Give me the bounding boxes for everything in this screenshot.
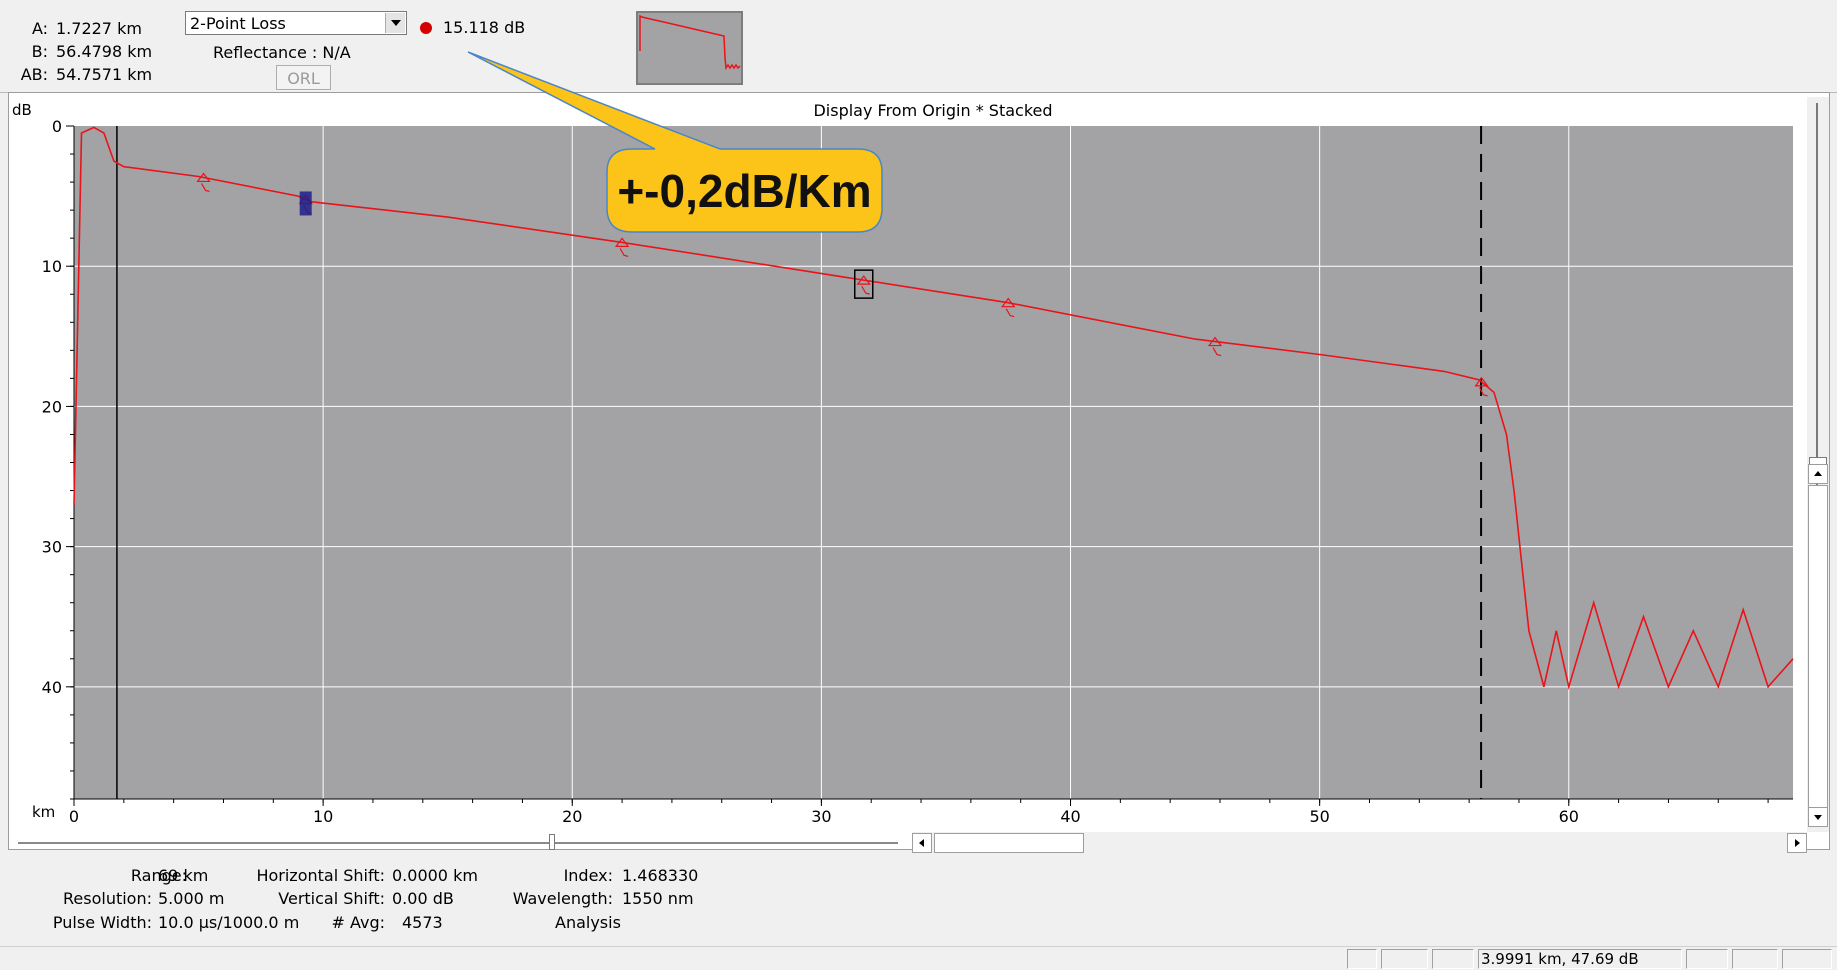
pulse-width-label: Pulse Width: <box>52 913 152 932</box>
event-marker <box>856 275 871 285</box>
horizontal-scroll-thumb[interactable] <box>934 833 1084 853</box>
vertical-shift-value: 0.00 dB <box>392 889 454 908</box>
event-marker <box>1207 336 1223 347</box>
callout-bubble <box>467 51 883 233</box>
cursor-coordinates: 3.9991 km, 47.69 dB <box>1478 949 1682 969</box>
wavelength-label: Wavelength: <box>512 889 613 908</box>
event-highlight-box <box>853 269 874 299</box>
scroll-down-button[interactable] <box>1808 807 1828 827</box>
reflectance-text: Reflectance : N/A <box>213 43 351 62</box>
cursor-a-label: A: <box>31 19 48 38</box>
horizontal-zoom-handle[interactable] <box>549 834 555 850</box>
x-tick-label: 30 <box>811 807 831 826</box>
x-tick-label: 50 <box>1309 807 1329 826</box>
x-tick-label: 60 <box>1559 807 1579 826</box>
selected-event-box <box>299 191 312 216</box>
cursor-markers <box>116 126 1483 799</box>
vertical-shift-label: Vertical Shift: <box>278 889 385 908</box>
event-marker <box>1001 297 1016 308</box>
orl-button[interactable]: ORL <box>276 65 331 90</box>
graph-title: Display From Origin * Stacked <box>813 101 1052 120</box>
trace-series <box>73 126 1794 690</box>
wavelength-value: 1550 nm <box>622 889 694 908</box>
pulse-width-value: 10.0 µs/1000.0 m <box>158 913 300 932</box>
arrow-right-icon <box>1795 839 1800 847</box>
x-tick-label: 20 <box>562 807 582 826</box>
x-tick-label: 10 <box>313 807 333 826</box>
horizontal-shift-label: Horizontal Shift: <box>256 866 385 885</box>
event-marker-tail <box>1479 387 1488 397</box>
x-axis-ticks: 0 10 20 30 40 50 60 <box>69 798 1793 826</box>
index-value: 1.468330 <box>622 866 699 885</box>
range-label: Range: <box>130 866 187 885</box>
status-bar: 3.9991 km, 47.69 dB <box>0 946 1837 970</box>
event-markers <box>196 172 1489 397</box>
status-panel-6 <box>1732 949 1778 969</box>
y-axis-unit: dB <box>12 101 32 119</box>
event-marker-tail <box>1005 308 1015 318</box>
event-marker-tail <box>201 183 210 193</box>
event-marker-tail <box>619 248 629 257</box>
resolution-value: 5.000 m <box>158 889 225 908</box>
index-label: Index: <box>563 866 613 885</box>
vertical-zoom-track <box>1816 103 1818 550</box>
y-tick-label: 40 <box>42 678 62 697</box>
status-panel-1 <box>1347 949 1377 969</box>
vertical-zoom-scrollbar[interactable] <box>1807 97 1829 832</box>
event-marker <box>196 172 211 183</box>
y-tick-label: 20 <box>42 397 62 416</box>
cursor-a-value: 1.7227 km <box>56 19 142 38</box>
y-tick-label: 0 <box>52 117 62 136</box>
chevron-down-icon[interactable] <box>385 13 405 33</box>
status-panel-3 <box>1432 949 1474 969</box>
arrow-up-icon <box>1814 471 1822 476</box>
scroll-up-button[interactable] <box>1808 464 1828 484</box>
x-axis-unit: km <box>32 803 55 821</box>
y-axis-ticks: 0 10 20 30 40 <box>42 117 75 800</box>
measurement-panel: A: 1.7227 km B: 56.4798 km AB: 54.7571 k… <box>0 0 1837 93</box>
event-marker-tail <box>861 285 870 295</box>
y-tick-label: 30 <box>42 538 62 557</box>
range-value: 69 km <box>158 866 209 885</box>
resolution-label: Resolution: <box>63 889 152 908</box>
arrow-left-icon <box>919 839 924 847</box>
arrow-down-icon <box>1814 815 1822 820</box>
scroll-right-button[interactable] <box>1787 833 1807 853</box>
cursor-b-value: 56.4798 km <box>56 42 153 61</box>
overview-trace-icon <box>639 14 741 71</box>
vertical-scroll-thumb[interactable] <box>1808 485 1828 827</box>
cursor-ab-value: 54.7571 km <box>56 65 153 84</box>
measurement-mode-value: 2-Point Loss <box>190 14 286 33</box>
measurement-mode-select[interactable]: 2-Point Loss <box>185 11 407 35</box>
analysis-label[interactable]: Analysis <box>555 913 621 932</box>
event-marker <box>1474 376 1489 387</box>
grid-lines <box>74 126 1793 799</box>
status-panel-2 <box>1381 949 1428 969</box>
plot-area <box>74 126 1793 799</box>
x-tick-label: 0 <box>69 807 79 826</box>
horizontal-zoom-slider[interactable] <box>18 842 898 844</box>
callout-text: +-0,2dB/Km <box>617 165 872 217</box>
loss-value: 15.118 dB <box>443 18 526 37</box>
average-count-value: 4573 <box>402 913 443 932</box>
status-panel-5 <box>1686 949 1728 969</box>
horizontal-scrollbar[interactable] <box>912 832 1807 854</box>
cursor-ab-label: AB: <box>20 65 48 84</box>
scroll-left-button[interactable] <box>912 833 932 853</box>
y-tick-label: 10 <box>42 257 62 276</box>
trace-overview-thumbnail[interactable] <box>636 11 743 85</box>
event-marker <box>614 237 630 247</box>
loss-indicator-icon <box>420 22 432 34</box>
horizontal-shift-value: 0.0000 km <box>392 866 478 885</box>
x-tick-label: 40 <box>1060 807 1080 826</box>
status-panel-7 <box>1782 949 1832 969</box>
cursor-b-label: B: <box>31 42 48 61</box>
average-count-label: # Avg: <box>331 913 385 932</box>
event-marker-tail <box>1212 347 1222 357</box>
